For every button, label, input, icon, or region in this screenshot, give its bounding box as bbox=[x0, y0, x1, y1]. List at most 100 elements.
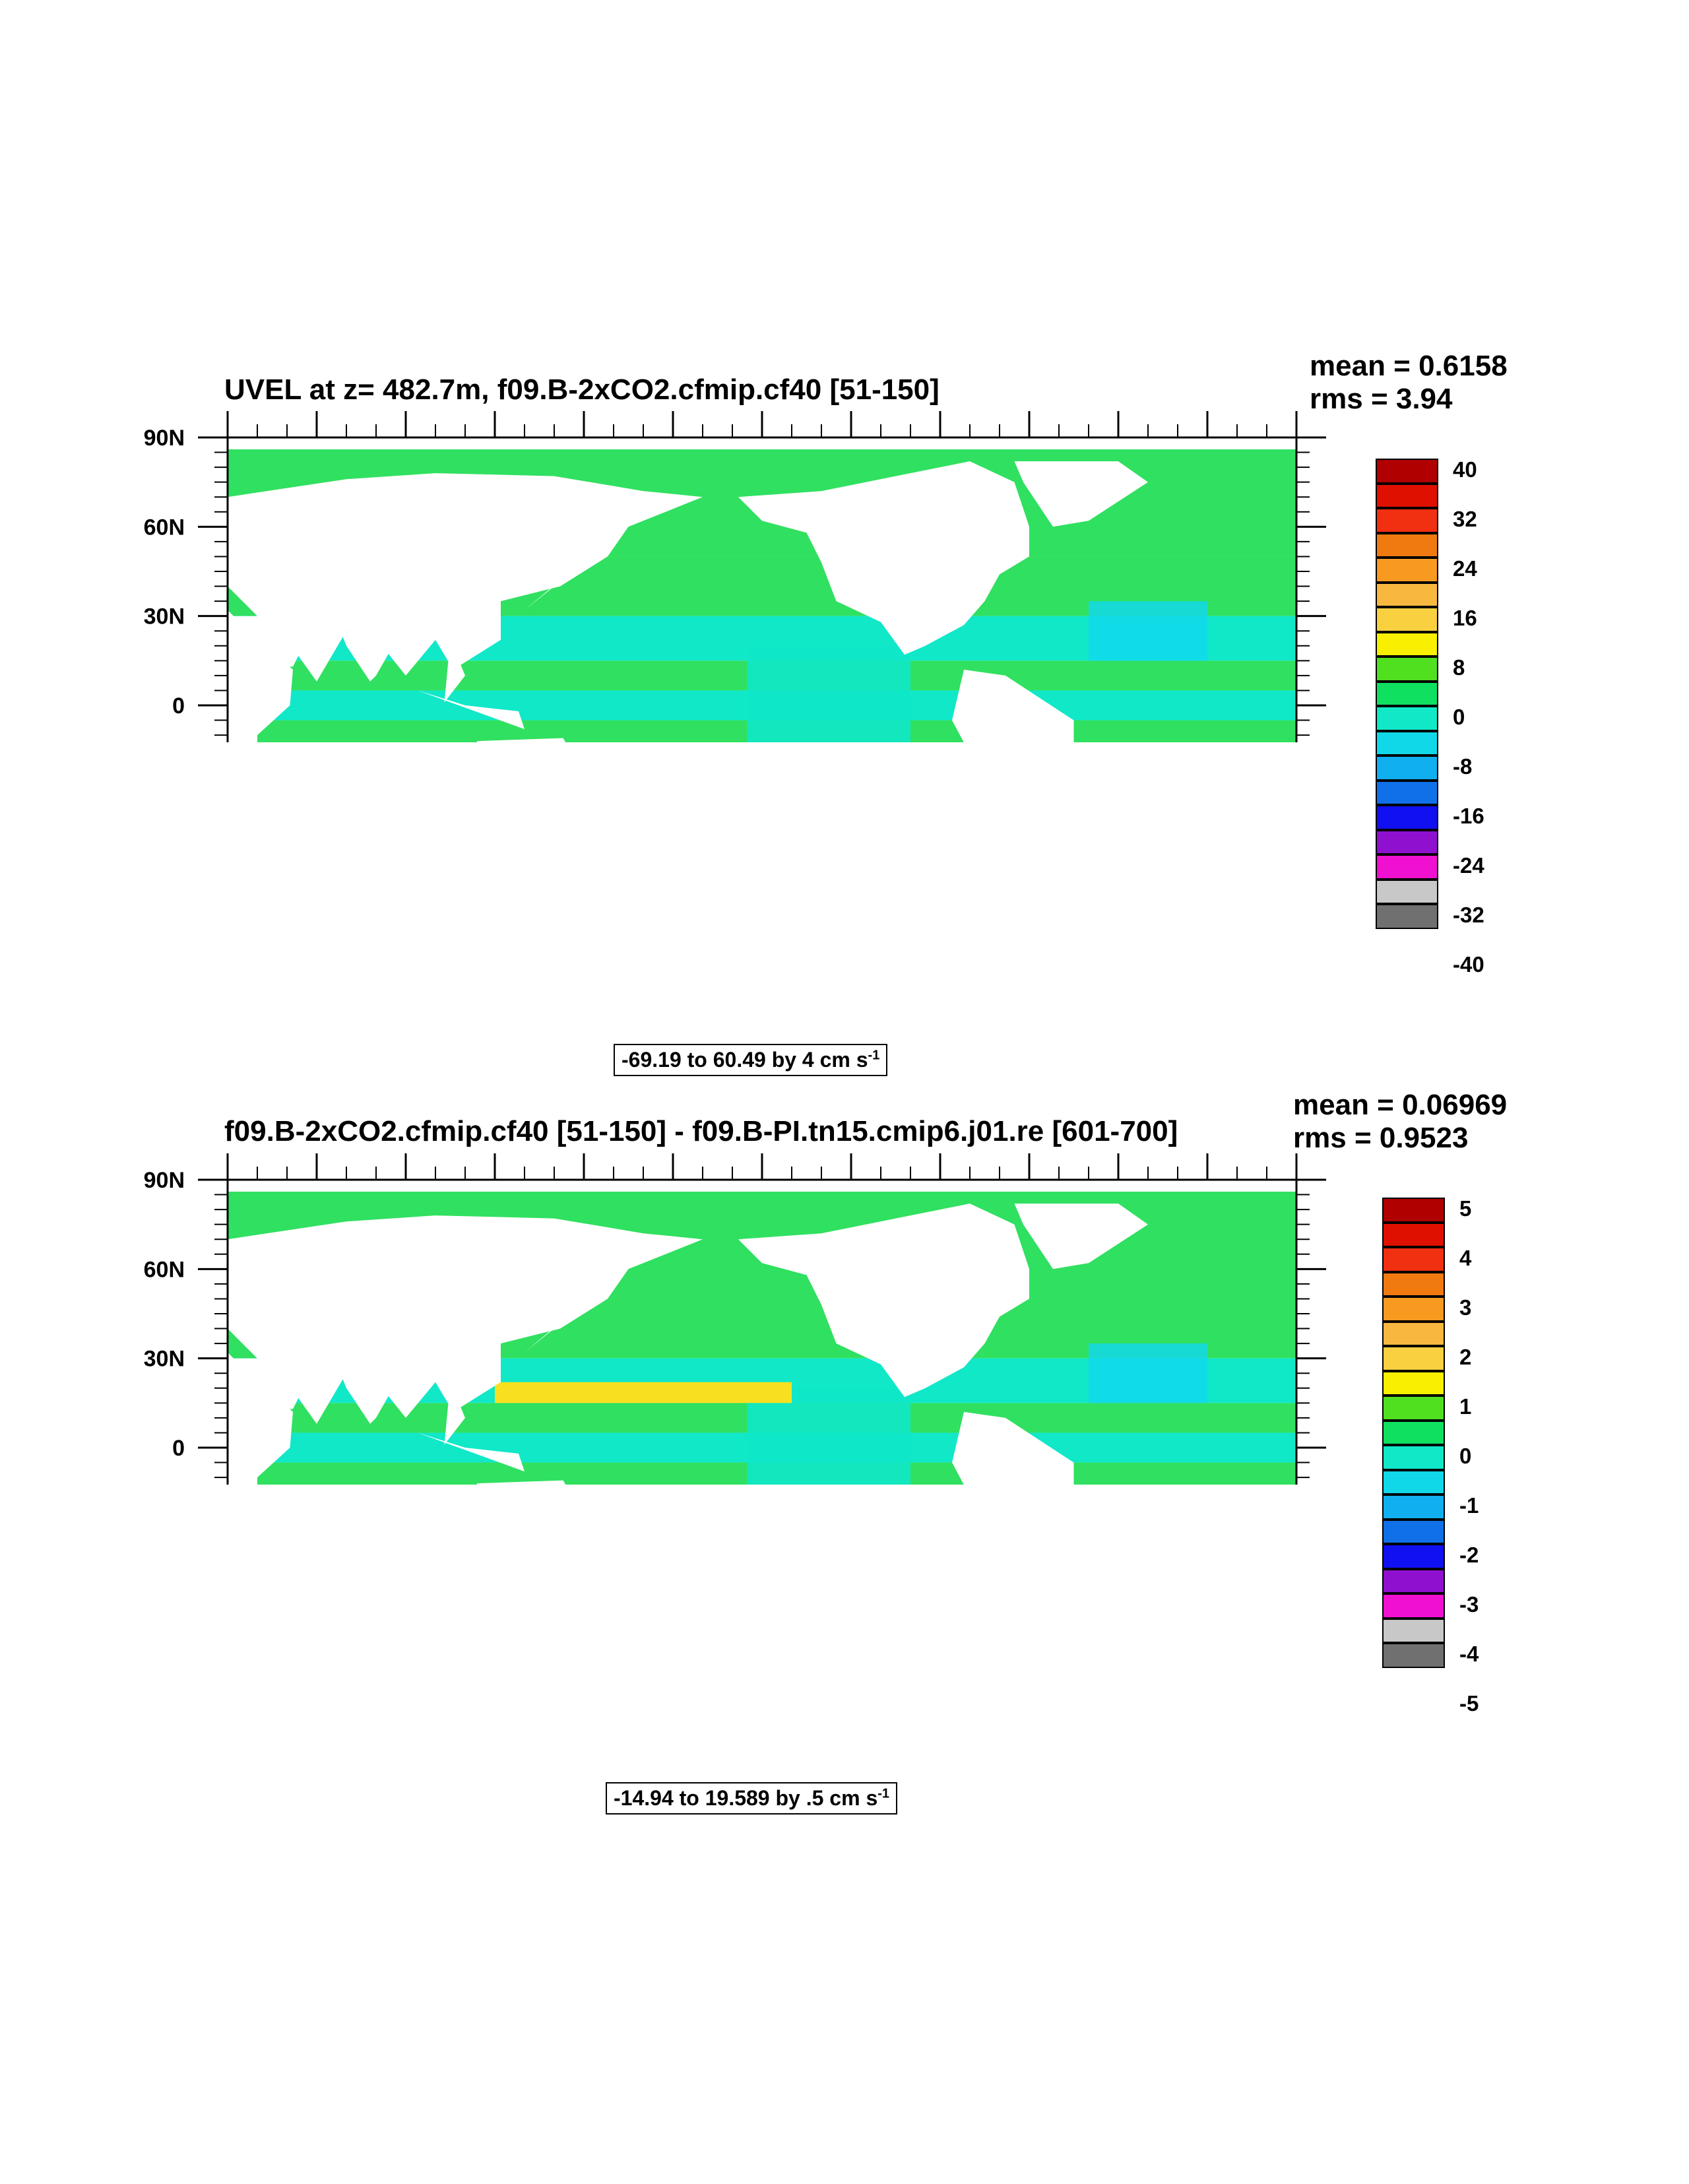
rms-value: rms = 3.94 bbox=[1310, 383, 1453, 415]
colorbar-swatch bbox=[1376, 805, 1438, 830]
colorbar-swatch bbox=[1376, 607, 1438, 632]
colorbar-label: 0 bbox=[1459, 1444, 1472, 1468]
lat-tick-label: 90N bbox=[144, 426, 185, 451]
colorbar-label: -16 bbox=[1453, 804, 1484, 828]
colorbar-label: 0 bbox=[1453, 705, 1465, 729]
colorbar-swatch bbox=[1382, 1222, 1445, 1247]
colorbar: 5 4 3 2 1 0 -1 -2 -3 -4 -5 bbox=[1382, 1196, 1524, 1716]
range-text: -69.19 to 60.49 by 4 cm s bbox=[621, 1048, 868, 1072]
map-plot: 90N60N30N030S60S90S30E60E90E120E150E1801… bbox=[144, 411, 1326, 742]
ocean-field bbox=[228, 1180, 1296, 1485]
colorbar-swatch bbox=[1382, 1593, 1445, 1619]
colorbar-swatch bbox=[1382, 1370, 1445, 1396]
stats-block: mean = 0.06969 rms = 0.9523 bbox=[1293, 1089, 1507, 1155]
lat-tick-label: 60N bbox=[144, 515, 185, 540]
colorbar-swatch bbox=[1376, 483, 1438, 508]
lat-tick-label: 30N bbox=[144, 604, 185, 629]
mean-value: mean = 0.6158 bbox=[1310, 350, 1508, 382]
colorbar-swatch bbox=[1376, 459, 1438, 484]
colorbar-label: -40 bbox=[1453, 952, 1484, 977]
colorbar-swatch bbox=[1376, 780, 1438, 805]
plot-title: f09.B-2xCO2.cfmip.cf40 [51-150] - f09.B-… bbox=[224, 1115, 1178, 1147]
colorbar-swatch bbox=[1376, 631, 1438, 657]
ocean-field bbox=[228, 437, 1296, 742]
land-australia bbox=[477, 1480, 566, 1485]
colorbar-swatch bbox=[1382, 1396, 1445, 1421]
range-unit-exponent: -1 bbox=[868, 1048, 880, 1063]
colorbar-swatch bbox=[1382, 1198, 1445, 1223]
colorbar-label: 4 bbox=[1459, 1246, 1472, 1270]
colorbar-swatch bbox=[1376, 582, 1438, 607]
colorbar-label: 24 bbox=[1453, 556, 1477, 581]
colorbar-swatch bbox=[1382, 1643, 1445, 1668]
colorbar: 40 32 24 16 8 0 -8 -16 -24 -32 -40 bbox=[1376, 457, 1517, 977]
land-africa bbox=[228, 1352, 293, 1485]
colorbar-label: -2 bbox=[1459, 1543, 1479, 1567]
colorbar-label: -4 bbox=[1459, 1642, 1479, 1666]
stats-block: mean = 0.6158 rms = 3.94 bbox=[1310, 350, 1508, 416]
colorbar-swatch bbox=[1376, 532, 1438, 558]
colorbar-swatch bbox=[1382, 1568, 1445, 1593]
land-australia bbox=[477, 738, 566, 742]
land-eurasia bbox=[228, 1215, 703, 1424]
rms-value: rms = 0.9523 bbox=[1293, 1122, 1469, 1154]
lat-tick-label: 0 bbox=[172, 1436, 185, 1461]
colorbar-label: 40 bbox=[1453, 457, 1477, 482]
range-text: -14.94 to 19.589 by .5 cm s bbox=[614, 1786, 878, 1810]
lat-tick-label: 60N bbox=[144, 1257, 185, 1282]
land-arctic bbox=[228, 1180, 1296, 1192]
colorbar-swatch bbox=[1376, 904, 1438, 929]
land-seasia bbox=[444, 639, 465, 703]
colorbar-swatch bbox=[1382, 1494, 1445, 1520]
colorbar-swatch bbox=[1382, 1247, 1445, 1272]
colorbar-swatch bbox=[1376, 755, 1438, 781]
colorbar-swatch bbox=[1376, 879, 1438, 904]
land-indonesia bbox=[418, 1432, 525, 1472]
land-namerica bbox=[738, 461, 1029, 655]
colorbar-label: -5 bbox=[1459, 1691, 1479, 1716]
colorbar-swatch bbox=[1382, 1618, 1445, 1643]
colorbar-label: -3 bbox=[1459, 1592, 1479, 1617]
range-info-box: -69.19 to 60.49 by 4 cm s-1 bbox=[614, 1044, 888, 1076]
land-arabia bbox=[234, 616, 308, 667]
colorbar-swatch bbox=[1376, 706, 1438, 731]
plot-title: UVEL at z= 482.7m, f09.B-2xCO2.cfmip.cf4… bbox=[224, 373, 940, 406]
colorbar-label: -1 bbox=[1459, 1493, 1479, 1518]
colorbar-swatch bbox=[1382, 1346, 1445, 1371]
map-plot: 90N60N30N030S60S90S30E60E90E120E150E1801… bbox=[144, 1153, 1326, 1485]
colorbar-label: 1 bbox=[1459, 1394, 1472, 1419]
land-greenland bbox=[1014, 461, 1148, 527]
colorbar-swatch bbox=[1382, 1445, 1445, 1470]
range-unit-exponent: -1 bbox=[877, 1786, 890, 1801]
land-india bbox=[340, 631, 400, 682]
lat-tick-label: 30N bbox=[144, 1347, 185, 1372]
land-indonesia bbox=[418, 690, 525, 730]
colorbar-swatch bbox=[1382, 1544, 1445, 1569]
land-india bbox=[340, 1373, 400, 1424]
colorbar-swatch bbox=[1382, 1297, 1445, 1322]
mean-value: mean = 0.06969 bbox=[1293, 1089, 1508, 1121]
colorbar-swatch bbox=[1382, 1469, 1445, 1494]
land-greenland bbox=[1014, 1204, 1148, 1269]
colorbar-label: 8 bbox=[1453, 655, 1465, 680]
colorbar-label: 32 bbox=[1453, 507, 1477, 531]
colorbar-swatch bbox=[1376, 558, 1438, 583]
colorbar-label: 3 bbox=[1459, 1295, 1472, 1320]
colorbar-label: 16 bbox=[1453, 606, 1477, 630]
range-info-box: -14.94 to 19.589 by .5 cm s-1 bbox=[606, 1782, 898, 1815]
colorbar-swatch bbox=[1376, 829, 1438, 854]
colorbar-swatch bbox=[1376, 681, 1438, 706]
land-eurasia bbox=[228, 473, 703, 682]
land-arctic bbox=[228, 437, 1296, 449]
land-namerica bbox=[738, 1204, 1029, 1397]
land-samerica bbox=[952, 669, 1074, 742]
lat-tick-label: 90N bbox=[144, 1168, 185, 1193]
land-africa bbox=[228, 610, 293, 742]
colorbar-swatch bbox=[1382, 1321, 1445, 1346]
colorbar-label: 5 bbox=[1459, 1196, 1472, 1221]
colorbar-swatch bbox=[1376, 657, 1438, 682]
colorbar-label: -8 bbox=[1453, 754, 1473, 779]
colorbar-swatch bbox=[1382, 1271, 1445, 1297]
colorbar-label: -24 bbox=[1453, 853, 1484, 878]
colorbar-swatch bbox=[1376, 730, 1438, 755]
